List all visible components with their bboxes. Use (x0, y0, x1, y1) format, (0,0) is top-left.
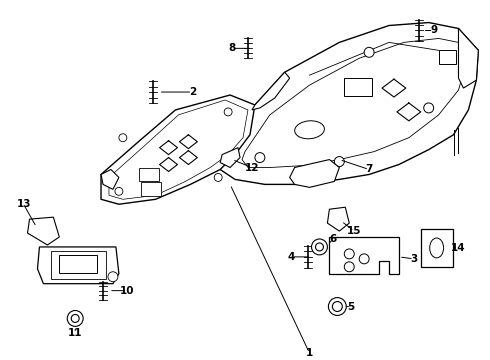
Circle shape (344, 262, 354, 272)
Bar (344, 78, 372, 96)
Circle shape (332, 302, 343, 311)
Text: 5: 5 (347, 302, 355, 311)
Text: 8: 8 (228, 43, 236, 53)
Circle shape (316, 243, 323, 251)
Circle shape (214, 174, 222, 181)
Text: 13: 13 (16, 199, 31, 209)
Circle shape (334, 157, 344, 167)
Circle shape (364, 48, 374, 57)
Bar (439, 50, 457, 64)
Text: 7: 7 (366, 165, 373, 175)
Text: 9: 9 (430, 26, 437, 36)
Ellipse shape (294, 121, 324, 139)
Polygon shape (101, 95, 255, 204)
Text: 10: 10 (120, 285, 134, 296)
Bar (141, 183, 161, 196)
Circle shape (115, 187, 123, 195)
Polygon shape (101, 170, 119, 189)
Polygon shape (252, 72, 290, 110)
Polygon shape (220, 148, 240, 167)
Text: 4: 4 (288, 252, 295, 262)
Circle shape (424, 103, 434, 113)
Circle shape (312, 239, 327, 255)
Circle shape (119, 134, 127, 142)
Text: 6: 6 (330, 234, 337, 244)
Polygon shape (220, 23, 478, 184)
Circle shape (344, 249, 354, 259)
Bar (59, 255, 97, 273)
Circle shape (108, 272, 118, 282)
Polygon shape (459, 28, 478, 88)
Bar (51, 251, 106, 279)
Text: 15: 15 (347, 226, 362, 236)
Text: 2: 2 (189, 87, 196, 97)
Polygon shape (329, 237, 399, 274)
Circle shape (328, 298, 346, 315)
Circle shape (71, 315, 79, 323)
Text: 11: 11 (68, 328, 82, 338)
Bar (421, 229, 453, 267)
Polygon shape (290, 159, 340, 187)
Polygon shape (37, 247, 119, 284)
Text: 3: 3 (410, 254, 417, 264)
Circle shape (224, 108, 232, 116)
Bar (139, 167, 159, 181)
Text: 12: 12 (245, 162, 259, 172)
Circle shape (67, 310, 83, 327)
Circle shape (255, 153, 265, 163)
Circle shape (359, 254, 369, 264)
Polygon shape (27, 217, 59, 245)
Polygon shape (327, 207, 349, 231)
Text: 14: 14 (451, 243, 466, 253)
Ellipse shape (430, 238, 443, 258)
Text: 1: 1 (306, 348, 313, 358)
